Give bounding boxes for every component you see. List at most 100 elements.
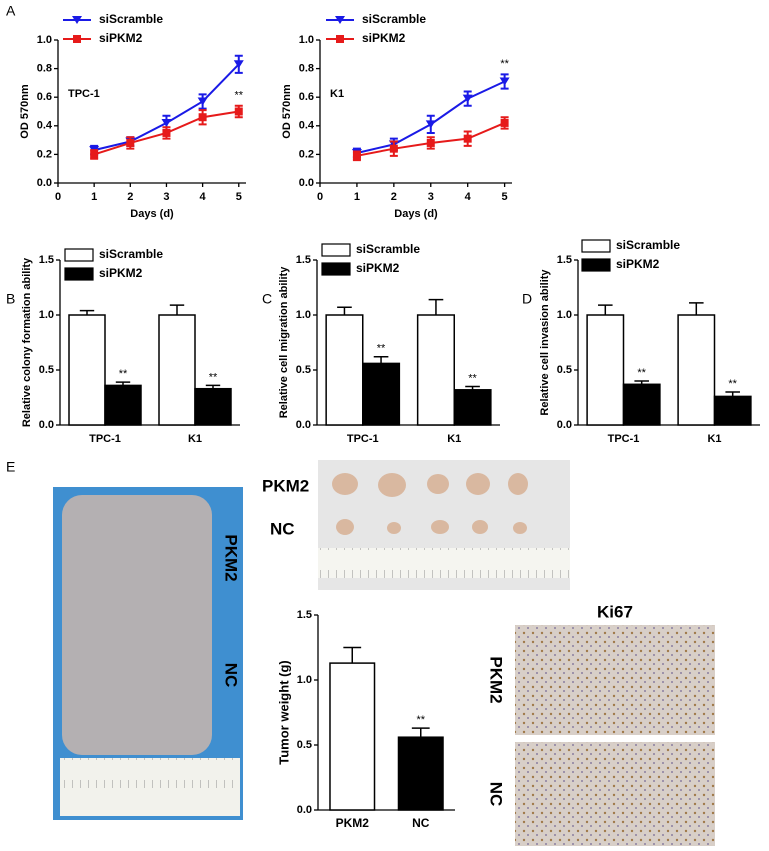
y-tick-label: 0.5 (39, 364, 54, 376)
significance: ** (119, 368, 128, 380)
marker (499, 77, 510, 86)
legend-label: siScramble (362, 12, 426, 26)
bar (194, 387, 232, 426)
panel-letter: D (522, 291, 532, 307)
x-tick-label: TPC-1 (347, 433, 379, 445)
ki67-image (515, 625, 715, 735)
marker (234, 107, 243, 116)
bar (397, 736, 444, 811)
y-axis-label: Relative cell invasion ability (539, 269, 551, 416)
x-tick-label: 5 (502, 191, 508, 203)
y-tick-label: 1.0 (39, 309, 54, 321)
y-tick-label: 1.5 (557, 254, 572, 266)
photo-label: NC (487, 782, 506, 807)
legend-swatch (581, 239, 611, 253)
panel-letter: C (262, 291, 272, 307)
mice-photo (53, 487, 243, 820)
marker (462, 94, 473, 103)
legend-swatch (64, 248, 94, 262)
y-axis-label: Relative colony formation ability (21, 257, 33, 427)
photo-label: PKM2 (222, 534, 241, 581)
legend-marker (73, 35, 81, 43)
bar (325, 314, 364, 426)
marker (500, 118, 509, 127)
significance: ** (728, 378, 737, 390)
significance: ** (416, 714, 425, 726)
y-axis-label: Relative cell migration ability (278, 266, 290, 418)
bar (104, 384, 142, 426)
y-tick-label: 1.0 (37, 34, 52, 46)
error-bar (373, 356, 389, 364)
bar (622, 383, 661, 426)
legend-label: siPKM2 (99, 31, 143, 45)
legend-label: siScramble (356, 242, 420, 256)
y-tick-label: 0.5 (296, 364, 311, 376)
x-tick-label: 0 (317, 191, 323, 203)
x-tick-label: 0 (55, 191, 61, 203)
y-tick-label: 0.0 (299, 177, 314, 189)
y-tick-label: 1.0 (557, 309, 572, 321)
marker (90, 150, 99, 159)
x-tick-label: 2 (127, 191, 133, 203)
y-tick-label: 0.2 (37, 148, 52, 160)
panel-letter: B (6, 291, 15, 307)
x-tick-label: NC (412, 816, 430, 830)
marker (425, 120, 436, 129)
x-tick-label: K1 (447, 433, 461, 445)
legend-marker (72, 16, 82, 24)
y-tick-label: 0.4 (299, 120, 315, 132)
significance: ** (377, 343, 386, 355)
x-tick-label: PKM2 (336, 816, 370, 830)
error-bar (169, 304, 185, 315)
x-axis-label: Days (d) (130, 208, 174, 220)
chart-label: TPC-1 (68, 88, 100, 100)
y-tick-label: 1.5 (297, 609, 312, 621)
marker (463, 134, 472, 143)
significance: ** (500, 58, 509, 70)
error-bar (689, 302, 704, 315)
y-tick-label: 1.0 (297, 674, 312, 686)
photo-label: PKM2 (487, 656, 506, 703)
ki67-image (515, 742, 715, 846)
legend-swatch (321, 262, 351, 276)
y-axis-label: Tumor weight (g) (276, 660, 291, 764)
legend-marker (336, 35, 344, 43)
error-bar (411, 727, 430, 738)
y-tick-label: 0.6 (299, 91, 314, 103)
y-tick-label: 0.0 (557, 419, 572, 431)
y-tick-label: 0.5 (297, 739, 312, 751)
error-bar (598, 304, 613, 315)
x-tick-label: 4 (200, 191, 207, 203)
panel-letter: E (6, 459, 15, 475)
marker (197, 97, 208, 106)
photo-label: NC (270, 519, 295, 538)
bar (362, 362, 401, 426)
bar (677, 314, 716, 426)
x-tick-label: K1 (707, 433, 721, 445)
error-bar (428, 298, 444, 315)
legend-label: siPKM2 (362, 31, 406, 45)
y-tick-label: 0.8 (299, 63, 314, 75)
y-tick-label: 0.2 (299, 148, 314, 160)
significance: ** (234, 90, 243, 102)
legend-label: siScramble (99, 12, 163, 26)
legend-label: siPKM2 (99, 266, 143, 280)
y-tick-label: 1.5 (296, 254, 311, 266)
marker (198, 113, 207, 122)
legend-swatch (321, 243, 351, 257)
bar (158, 314, 196, 426)
significance: ** (468, 372, 477, 384)
bar (586, 314, 625, 426)
x-axis-label: Days (d) (394, 208, 438, 220)
x-tick-label: 1 (354, 191, 360, 203)
x-tick-label: 2 (391, 191, 397, 203)
legend-label: siPKM2 (616, 257, 660, 271)
legend-label: siPKM2 (356, 261, 400, 275)
legend-marker (335, 16, 345, 24)
y-axis-label: OD 570nm (19, 84, 31, 139)
marker (126, 138, 135, 147)
y-tick-label: 0.0 (37, 177, 52, 189)
x-tick-label: TPC-1 (608, 433, 640, 445)
marker (233, 60, 244, 69)
